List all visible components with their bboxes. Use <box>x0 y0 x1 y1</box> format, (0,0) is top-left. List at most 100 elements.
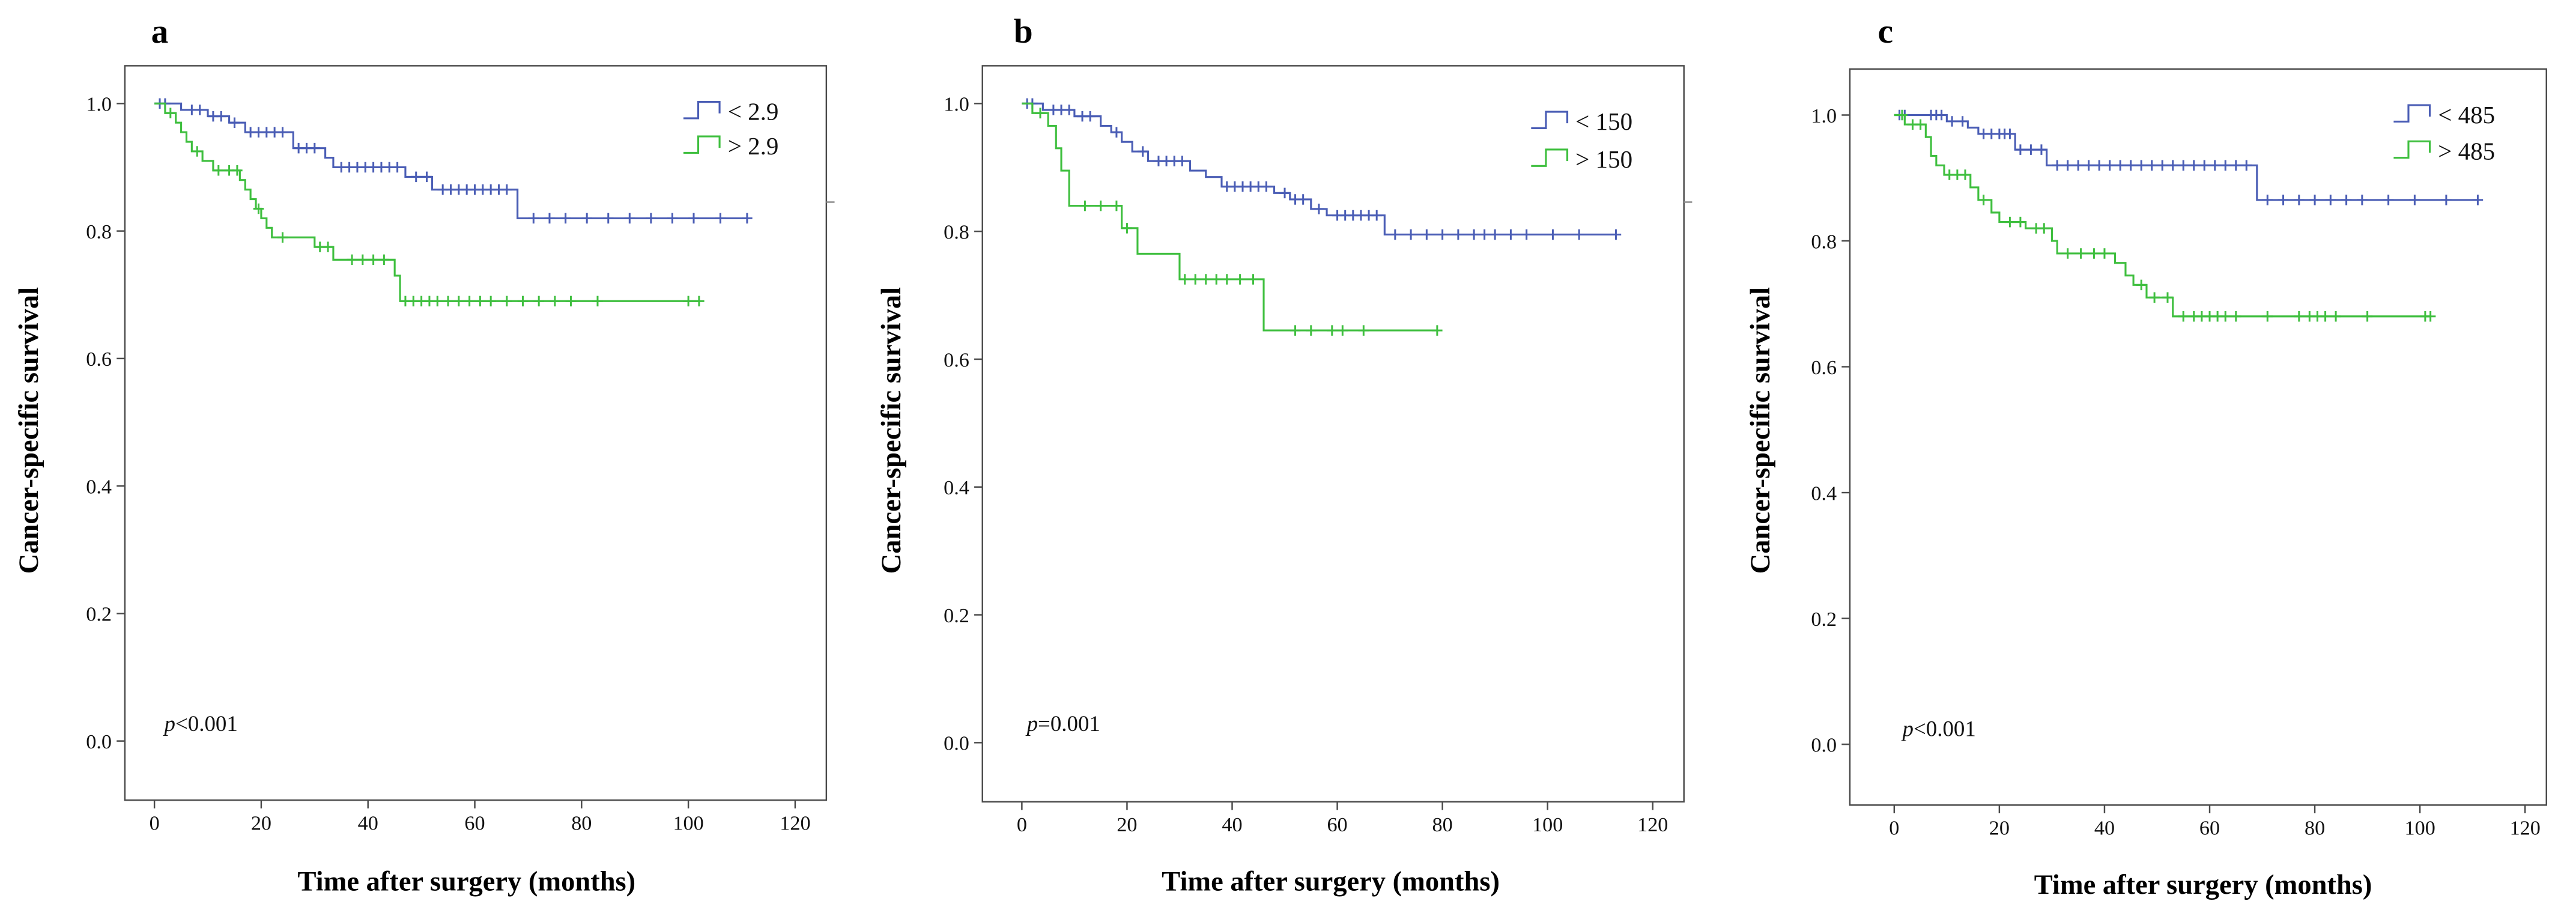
censor-mark <box>474 296 486 307</box>
censor-mark <box>2036 144 2047 155</box>
censor-mark <box>1211 274 1222 285</box>
censor-mark <box>432 296 443 307</box>
censor-mark <box>232 165 243 176</box>
censor-mark <box>1290 325 1301 336</box>
x-axis-title: Time after surgery (months) <box>2034 870 2372 900</box>
x-tick-label: 100 <box>1532 814 1563 836</box>
legend-label: > 485 <box>2438 137 2495 165</box>
x-tick-label: 60 <box>1327 814 1347 836</box>
censor-mark <box>694 296 705 307</box>
censor-mark <box>581 213 592 224</box>
censor-mark <box>1177 156 1188 166</box>
censor-mark <box>453 296 464 307</box>
y-tick-label: 0.4 <box>86 476 112 498</box>
panel-label: c <box>1877 13 1893 50</box>
censor-mark <box>2277 195 2289 205</box>
censor-mark <box>2472 195 2484 205</box>
censor-mark <box>2062 160 2073 171</box>
panel-c: 0 20 40 60 80 100 120 0.0 0.2 0.4 0.6 0.8 1.0 < 485 > … <box>1745 13 2547 900</box>
legend-swatch <box>2393 140 2431 159</box>
censor-mark <box>421 171 432 183</box>
y-tick-label: 0.2 <box>86 604 112 626</box>
censor-mark <box>1306 325 1317 336</box>
censor-mark <box>443 296 453 307</box>
censor-mark <box>2362 311 2373 322</box>
km-curve-series-1 <box>1022 102 1616 236</box>
censor-mark <box>2167 160 2178 171</box>
censor-mark <box>2441 195 2452 205</box>
censor-mark <box>1314 204 1324 214</box>
censor-mark <box>1327 325 1338 336</box>
censor-mark <box>277 127 288 138</box>
y-tick-label: 0.4 <box>1811 482 1837 505</box>
censor-mark <box>2136 160 2147 171</box>
censor-mark <box>410 171 422 183</box>
p-symbol: p <box>1901 716 1914 741</box>
censor-mark <box>392 162 403 173</box>
censor-mark <box>309 142 320 154</box>
legend-swatch <box>2393 104 2431 123</box>
censor-mark <box>2025 144 2037 155</box>
censor-mark <box>1421 229 1432 240</box>
censor-mark <box>2104 160 2115 171</box>
censor-mark <box>1085 111 1096 122</box>
censor-mark <box>2099 248 2110 259</box>
censor-mark <box>229 117 240 128</box>
censor-mark <box>1521 229 1532 240</box>
y-tick-label: 0.4 <box>944 477 969 499</box>
censor-mark <box>347 254 357 265</box>
censor-mark <box>533 296 544 307</box>
x-tick-label: 40 <box>358 812 378 834</box>
censor-mark <box>1405 229 1416 240</box>
censor-mark <box>1574 229 1584 240</box>
censor-mark <box>715 213 726 224</box>
censor-mark <box>2309 195 2320 205</box>
censor-mark <box>1957 116 1968 127</box>
censor-mark <box>1279 187 1290 199</box>
censor-mark <box>323 241 333 252</box>
y-tick-label: 0.6 <box>944 349 969 371</box>
x-tick-label: 20 <box>251 812 271 834</box>
p-value-annotation: p<0.001 <box>1901 716 1976 741</box>
censor-mark <box>1190 274 1201 285</box>
censor-mark <box>624 213 635 224</box>
censor-mark <box>1453 229 1464 240</box>
p-symbol: p <box>163 711 175 736</box>
y-tick-label: 1.0 <box>944 94 969 116</box>
censor-mark <box>1437 229 1448 240</box>
censor-mark <box>1390 229 1401 240</box>
censor-mark <box>1297 194 1309 205</box>
censor-mark <box>1547 229 1559 240</box>
x-tick-label: 60 <box>464 812 485 834</box>
censor-mark <box>2199 160 2210 171</box>
x-tick-label: 80 <box>2305 817 2325 840</box>
x-tick-label: 120 <box>2510 817 2541 840</box>
censor-mark <box>2004 129 2016 139</box>
censor-mark <box>2294 195 2305 205</box>
censor-mark <box>592 296 603 307</box>
censor-mark <box>2178 311 2189 322</box>
censor-mark <box>683 296 694 307</box>
censor-mark <box>2075 248 2087 259</box>
censor-mark <box>1505 229 1517 240</box>
y-tick-label: 0.6 <box>1811 357 1837 379</box>
censor-mark <box>2125 160 2136 171</box>
censor-mark <box>1179 274 1190 285</box>
censor-mark <box>1111 127 1122 138</box>
legend-label: < 485 <box>2438 101 2495 129</box>
censor-mark <box>667 213 678 224</box>
censor-mark <box>378 254 390 265</box>
censor-mark <box>357 254 368 265</box>
censor-mark <box>565 296 577 307</box>
panel-label: b <box>1014 13 1033 50</box>
y-tick-label: 1.0 <box>86 94 112 116</box>
censor-mark <box>1371 210 1382 221</box>
x-tick-label: 20 <box>1989 817 2010 840</box>
censor-mark <box>2004 216 2016 228</box>
censor-mark <box>2231 311 2241 322</box>
p-value: =0.001 <box>1038 711 1100 736</box>
x-tick-label: 40 <box>1222 814 1242 836</box>
censor-mark <box>2088 248 2100 259</box>
censor-mark <box>2038 223 2050 234</box>
censor-mark <box>1915 119 1926 130</box>
